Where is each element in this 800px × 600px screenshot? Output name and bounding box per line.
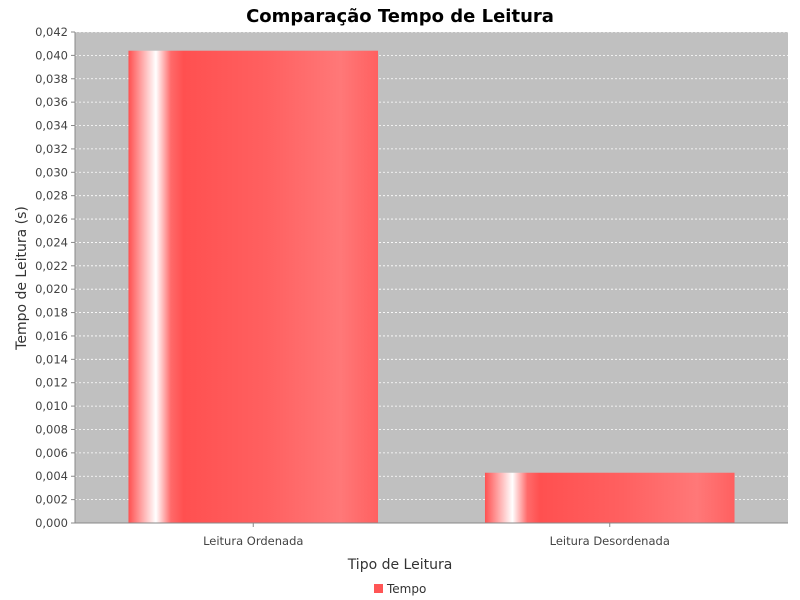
legend-swatch-tempo: [374, 584, 383, 593]
y-tick-label: 0,038: [35, 72, 68, 86]
y-tick-label: 0,030: [35, 165, 68, 179]
legend-label-tempo: Tempo: [386, 582, 426, 596]
y-tick-label: 0,022: [35, 259, 68, 273]
y-axis-label: Tempo de Leitura (s): [14, 206, 30, 351]
y-tick-label: 0,016: [35, 329, 68, 343]
y-tick-label: 0,018: [35, 306, 68, 320]
y-tick-label: 0,040: [35, 48, 68, 62]
x-tick-label: Leitura Desordenada: [550, 534, 670, 548]
x-ticks: Leitura Ordenada Leitura Desordenada: [203, 523, 670, 548]
y-tick-label: 0,004: [35, 469, 68, 483]
bars: [128, 50, 735, 523]
chart-title: Comparação Tempo de Leitura: [246, 6, 554, 27]
y-tick-label: 0,006: [35, 446, 68, 460]
y-tick-label: 0,034: [35, 119, 68, 133]
y-tick-label: 0,028: [35, 189, 68, 203]
bar-leitura-desordenada: [484, 472, 735, 523]
bar-leitura-ordenada: [128, 50, 379, 523]
y-tick-label: 0,010: [35, 399, 68, 413]
y-tick-label: 0,012: [35, 376, 68, 390]
y-tick-label: 0,014: [35, 352, 68, 366]
y-tick-label: 0,020: [35, 282, 68, 296]
y-tick-label: 0,036: [35, 95, 68, 109]
y-ticks: 0,000 0,002 0,004 0,006 0,008 0,010 0,012 0,014…: [35, 25, 75, 530]
y-tick-label: 0,042: [35, 25, 68, 39]
x-tick-label: Leitura Ordenada: [203, 534, 303, 548]
legend: Tempo: [374, 582, 426, 596]
x-axis-label: Tipo de Leitura: [347, 557, 453, 573]
y-tick-label: 0,032: [35, 142, 68, 156]
gridlines: [75, 31, 788, 501]
y-tick-label: 0,000: [35, 516, 68, 530]
y-tick-label: 0,024: [35, 235, 68, 249]
y-tick-label: 0,002: [35, 493, 68, 507]
y-tick-label: 0,026: [35, 212, 68, 226]
y-tick-label: 0,008: [35, 422, 68, 436]
